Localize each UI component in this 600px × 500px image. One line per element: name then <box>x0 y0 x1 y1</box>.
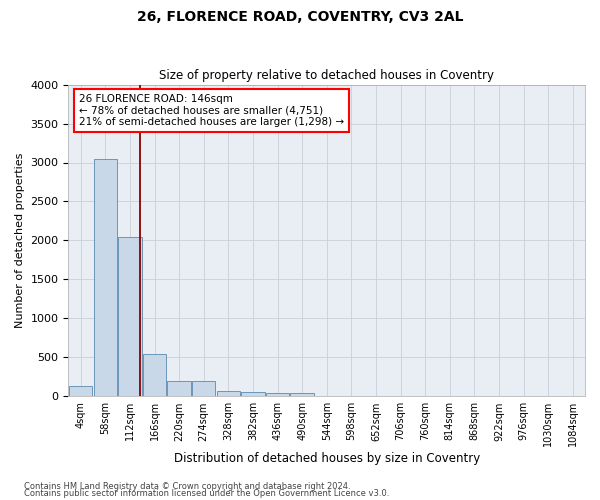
Y-axis label: Number of detached properties: Number of detached properties <box>15 153 25 328</box>
Bar <box>290 393 314 396</box>
Bar <box>143 354 166 397</box>
X-axis label: Distribution of detached houses by size in Coventry: Distribution of detached houses by size … <box>173 452 480 465</box>
Text: Contains HM Land Registry data © Crown copyright and database right 2024.: Contains HM Land Registry data © Crown c… <box>24 482 350 491</box>
Text: 26, FLORENCE ROAD, COVENTRY, CV3 2AL: 26, FLORENCE ROAD, COVENTRY, CV3 2AL <box>137 10 463 24</box>
Title: Size of property relative to detached houses in Coventry: Size of property relative to detached ho… <box>159 69 494 82</box>
Text: 26 FLORENCE ROAD: 146sqm
← 78% of detached houses are smaller (4,751)
21% of sem: 26 FLORENCE ROAD: 146sqm ← 78% of detach… <box>79 94 344 127</box>
Text: Contains public sector information licensed under the Open Government Licence v3: Contains public sector information licen… <box>24 489 389 498</box>
Bar <box>69 386 92 396</box>
Bar <box>192 381 215 396</box>
Bar <box>217 391 240 396</box>
Bar <box>241 392 265 396</box>
Bar <box>266 393 289 396</box>
Bar <box>167 381 191 396</box>
Bar <box>118 236 142 396</box>
Bar <box>94 160 117 396</box>
